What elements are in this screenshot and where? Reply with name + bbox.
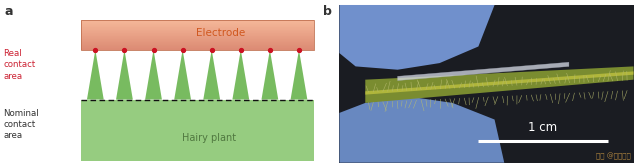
Bar <box>81 41 314 42</box>
Text: b: b <box>323 5 332 18</box>
Bar <box>81 34 314 35</box>
Bar <box>81 35 314 36</box>
Bar <box>81 38 314 39</box>
Bar <box>81 31 314 32</box>
Polygon shape <box>365 71 634 95</box>
Bar <box>81 30 314 31</box>
Bar <box>81 23 314 24</box>
Polygon shape <box>291 50 307 100</box>
Bar <box>81 43 314 44</box>
Polygon shape <box>204 50 220 100</box>
Bar <box>81 26 314 27</box>
Bar <box>81 25 314 26</box>
Polygon shape <box>262 50 278 100</box>
Bar <box>81 44 314 45</box>
Bar <box>81 24 314 25</box>
Polygon shape <box>174 50 191 100</box>
Polygon shape <box>232 50 249 100</box>
Bar <box>81 20 314 21</box>
Bar <box>81 33 314 34</box>
Bar <box>81 36 314 37</box>
Polygon shape <box>87 50 104 100</box>
Bar <box>81 40 314 41</box>
Polygon shape <box>397 62 569 81</box>
Text: Real
contact
area: Real contact area <box>3 49 35 81</box>
Polygon shape <box>145 50 162 100</box>
Polygon shape <box>365 66 634 103</box>
Bar <box>81 21 314 22</box>
Bar <box>81 29 314 30</box>
Text: 头条 @棁智山水: 头条 @棁智山水 <box>596 153 630 160</box>
Bar <box>81 100 314 161</box>
Polygon shape <box>116 50 133 100</box>
Bar <box>81 37 314 38</box>
Text: 1 cm: 1 cm <box>529 121 557 134</box>
Bar <box>81 42 314 43</box>
Bar <box>81 22 314 23</box>
Bar <box>81 27 314 28</box>
Bar <box>81 45 314 46</box>
Bar <box>81 39 314 40</box>
Polygon shape <box>339 5 495 70</box>
Bar <box>81 32 314 33</box>
Bar <box>81 47 314 48</box>
Bar <box>81 28 314 29</box>
Text: Electrode: Electrode <box>196 28 245 38</box>
Text: Hairy plant: Hairy plant <box>182 133 236 143</box>
Text: a: a <box>5 5 13 18</box>
Bar <box>81 46 314 47</box>
Bar <box>81 49 314 50</box>
Bar <box>81 20 314 50</box>
Polygon shape <box>339 96 504 163</box>
Text: Nominal
contact
area: Nominal contact area <box>3 109 39 140</box>
Bar <box>81 48 314 49</box>
